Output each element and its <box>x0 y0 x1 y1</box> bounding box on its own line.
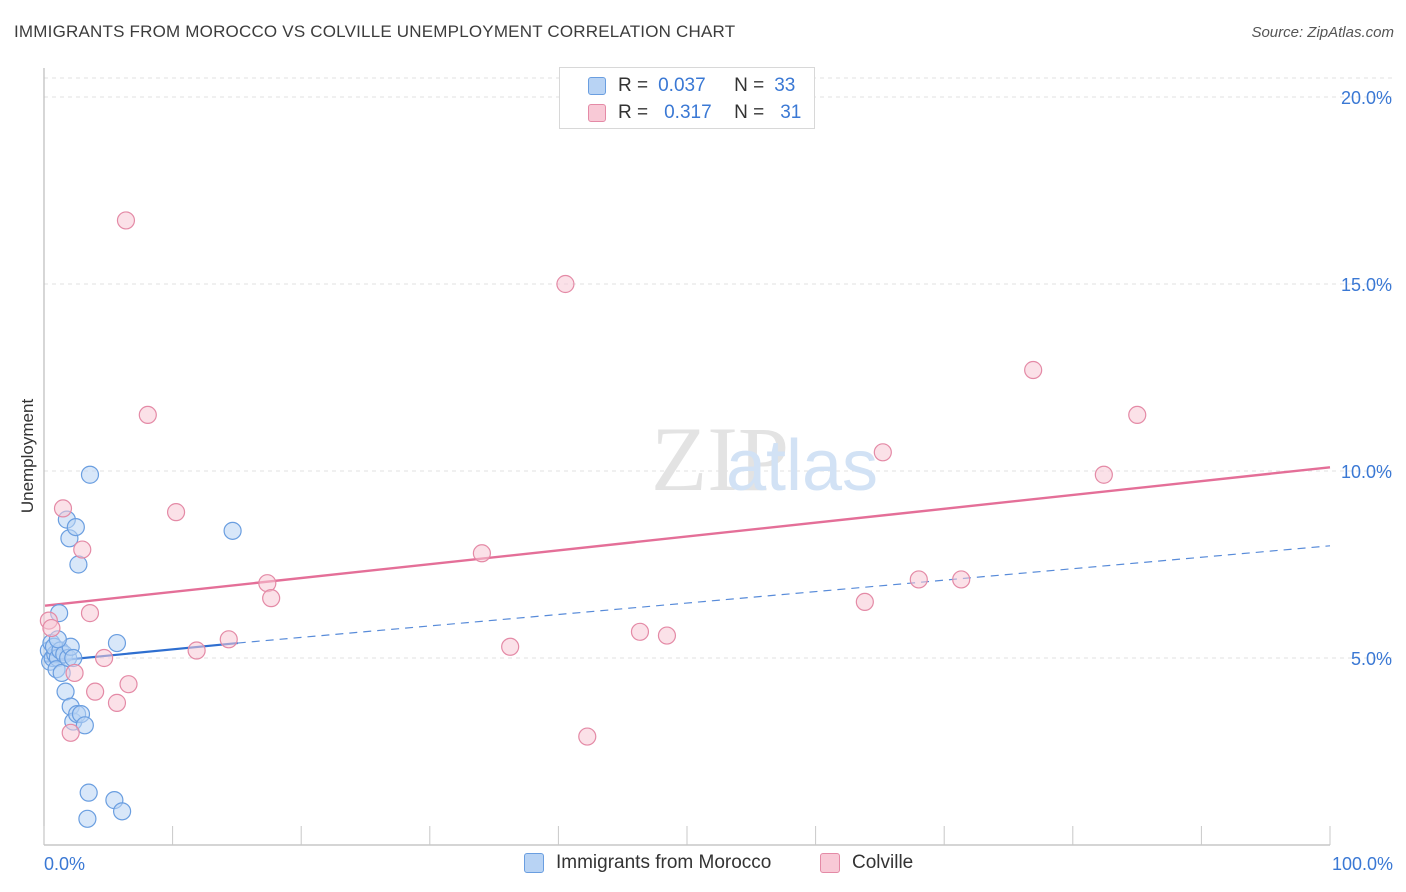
bottom-legend-colville: Colville <box>820 852 913 874</box>
data-point-colville <box>116 211 136 230</box>
data-point-morocco <box>107 633 127 653</box>
y-tick-label: 10.0% <box>1341 462 1392 482</box>
data-point-colville <box>166 503 186 522</box>
bottom-legend-label-morocco: Immigrants from Morocco <box>556 852 772 873</box>
legend-n-label: N = <box>734 75 765 96</box>
data-point-colville <box>855 592 874 612</box>
bottom-legend-morocco: Immigrants from Morocco <box>524 852 771 874</box>
data-point-colville <box>873 443 892 462</box>
x-tick-label-max: 100.0% <box>1332 854 1393 874</box>
data-point-morocco <box>75 716 94 735</box>
legend-r-value-colville: 0.317 <box>664 102 712 123</box>
legend-n-label: N = <box>734 102 765 123</box>
data-point-colville <box>119 675 138 694</box>
data-point-colville <box>909 570 928 589</box>
data-point-colville <box>187 641 206 660</box>
data-point-colville <box>107 693 127 712</box>
data-point-colville <box>86 682 105 701</box>
data-point-colville <box>578 727 597 746</box>
data-point-colville <box>556 274 575 294</box>
data-point-colville <box>1128 405 1147 424</box>
legend-r-value-morocco: 0.037 <box>658 75 706 96</box>
y-tick-label: 5.0% <box>1351 649 1392 669</box>
legend-r-label: R = <box>618 75 649 96</box>
legend-swatch-colville <box>588 104 606 122</box>
data-point-colville <box>262 589 281 608</box>
label-layer: 5.0% 10.0% 15.0% 20.0% 0.0% 100.0% <box>44 88 1393 874</box>
data-point-colville <box>80 604 100 623</box>
data-point-colville <box>1094 465 1113 484</box>
legend-swatch-morocco <box>588 77 606 95</box>
chart-title: IMMIGRANTS FROM MOROCCO VS COLVILLE UNEM… <box>14 22 736 41</box>
data-point-colville <box>657 626 677 645</box>
data-point-colville <box>630 622 650 641</box>
data-point-morocco <box>80 465 100 484</box>
data-point-morocco <box>64 648 83 668</box>
data-point-morocco <box>112 802 132 821</box>
watermark-atlas: atlas <box>726 426 878 506</box>
data-point-colville <box>501 637 520 656</box>
y-tick-label: 20.0% <box>1341 88 1392 108</box>
data-point-colville <box>219 630 238 649</box>
data-point-morocco <box>79 783 98 802</box>
source-label: Source: ZipAtlas.com <box>1251 24 1394 41</box>
data-point-colville <box>472 544 491 563</box>
legend-n-value-morocco: 33 <box>774 75 796 96</box>
data-point-morocco <box>69 555 88 574</box>
data-point-colville <box>258 574 277 593</box>
legend-row-morocco: R = 0.037 N = 33 <box>560 73 795 99</box>
data-point-morocco <box>78 809 97 828</box>
data-point-colville <box>952 570 971 589</box>
watermark-zip: ZIP <box>651 408 789 510</box>
data-point-colville <box>42 618 61 638</box>
data-point-morocco <box>66 517 85 537</box>
point-layer <box>39 211 1147 828</box>
data-point-colville <box>53 499 73 518</box>
correlation-legend: R = 0.037 N = 33 R = 0.317 N = 31 <box>559 67 815 129</box>
data-point-colville <box>65 663 84 683</box>
x-tick-label-min: 0.0% <box>44 854 85 874</box>
grid-layer <box>44 77 1392 659</box>
y-tick-label: 15.0% <box>1341 275 1392 295</box>
data-point-colville <box>61 723 80 742</box>
bottom-legend-swatch-colville <box>820 853 840 873</box>
trend-line-morocco-extension <box>237 545 1331 644</box>
data-point-colville <box>73 540 92 559</box>
axis-layer <box>43 68 1331 846</box>
y-axis-label: Unemployment <box>18 398 37 514</box>
bottom-legend-swatch-morocco <box>524 853 544 873</box>
data-point-colville <box>138 405 157 424</box>
data-point-colville <box>95 648 114 668</box>
data-point-morocco <box>223 521 242 540</box>
legend-row-colville: R = 0.317 N = 31 <box>560 100 801 126</box>
legend-r-label: R = <box>618 102 649 123</box>
data-point-colville <box>1024 360 1043 380</box>
bottom-legend-label-colville: Colville <box>852 852 914 873</box>
legend-n-value-colville: 31 <box>780 102 802 123</box>
